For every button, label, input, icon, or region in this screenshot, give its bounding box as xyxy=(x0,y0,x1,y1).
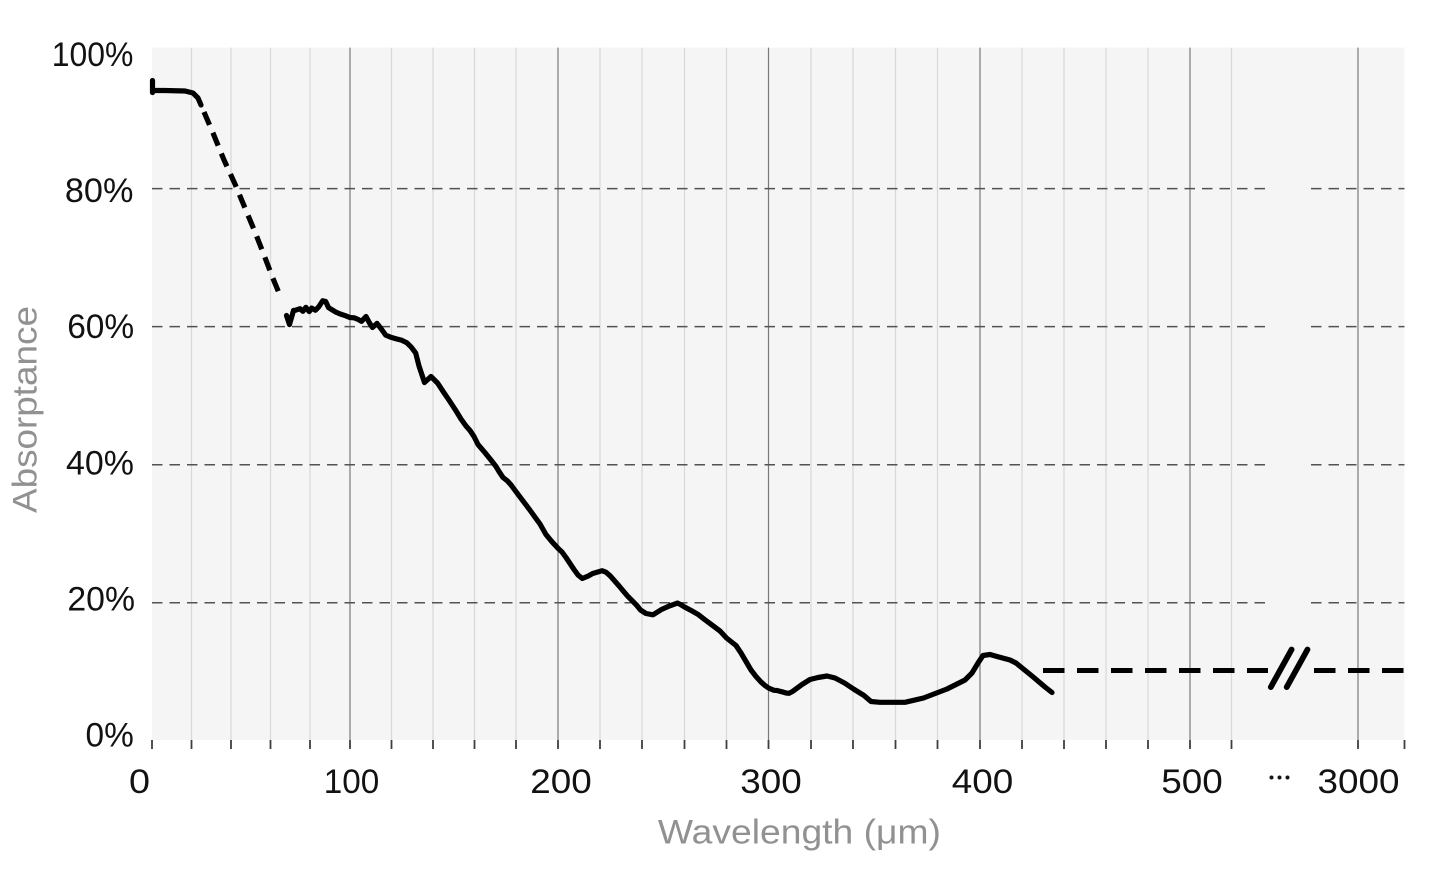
svg-text:60%: 60% xyxy=(67,308,134,346)
svg-text:Wavelength (μm): Wavelength (μm) xyxy=(658,814,941,852)
svg-text:0%: 0% xyxy=(86,716,134,754)
svg-text:500: 500 xyxy=(1161,763,1223,801)
svg-text:100: 100 xyxy=(324,763,380,801)
svg-text:400: 400 xyxy=(952,763,1014,801)
svg-text:40%: 40% xyxy=(66,444,134,482)
svg-text:3000: 3000 xyxy=(1318,763,1400,801)
svg-text:100%: 100% xyxy=(52,36,134,74)
svg-text:0: 0 xyxy=(129,763,150,801)
svg-text:20%: 20% xyxy=(67,580,135,618)
svg-text:200: 200 xyxy=(530,763,592,801)
svg-text:300: 300 xyxy=(740,763,802,801)
svg-text:80%: 80% xyxy=(65,172,134,210)
svg-text:Absorptance: Absorptance xyxy=(7,306,45,513)
